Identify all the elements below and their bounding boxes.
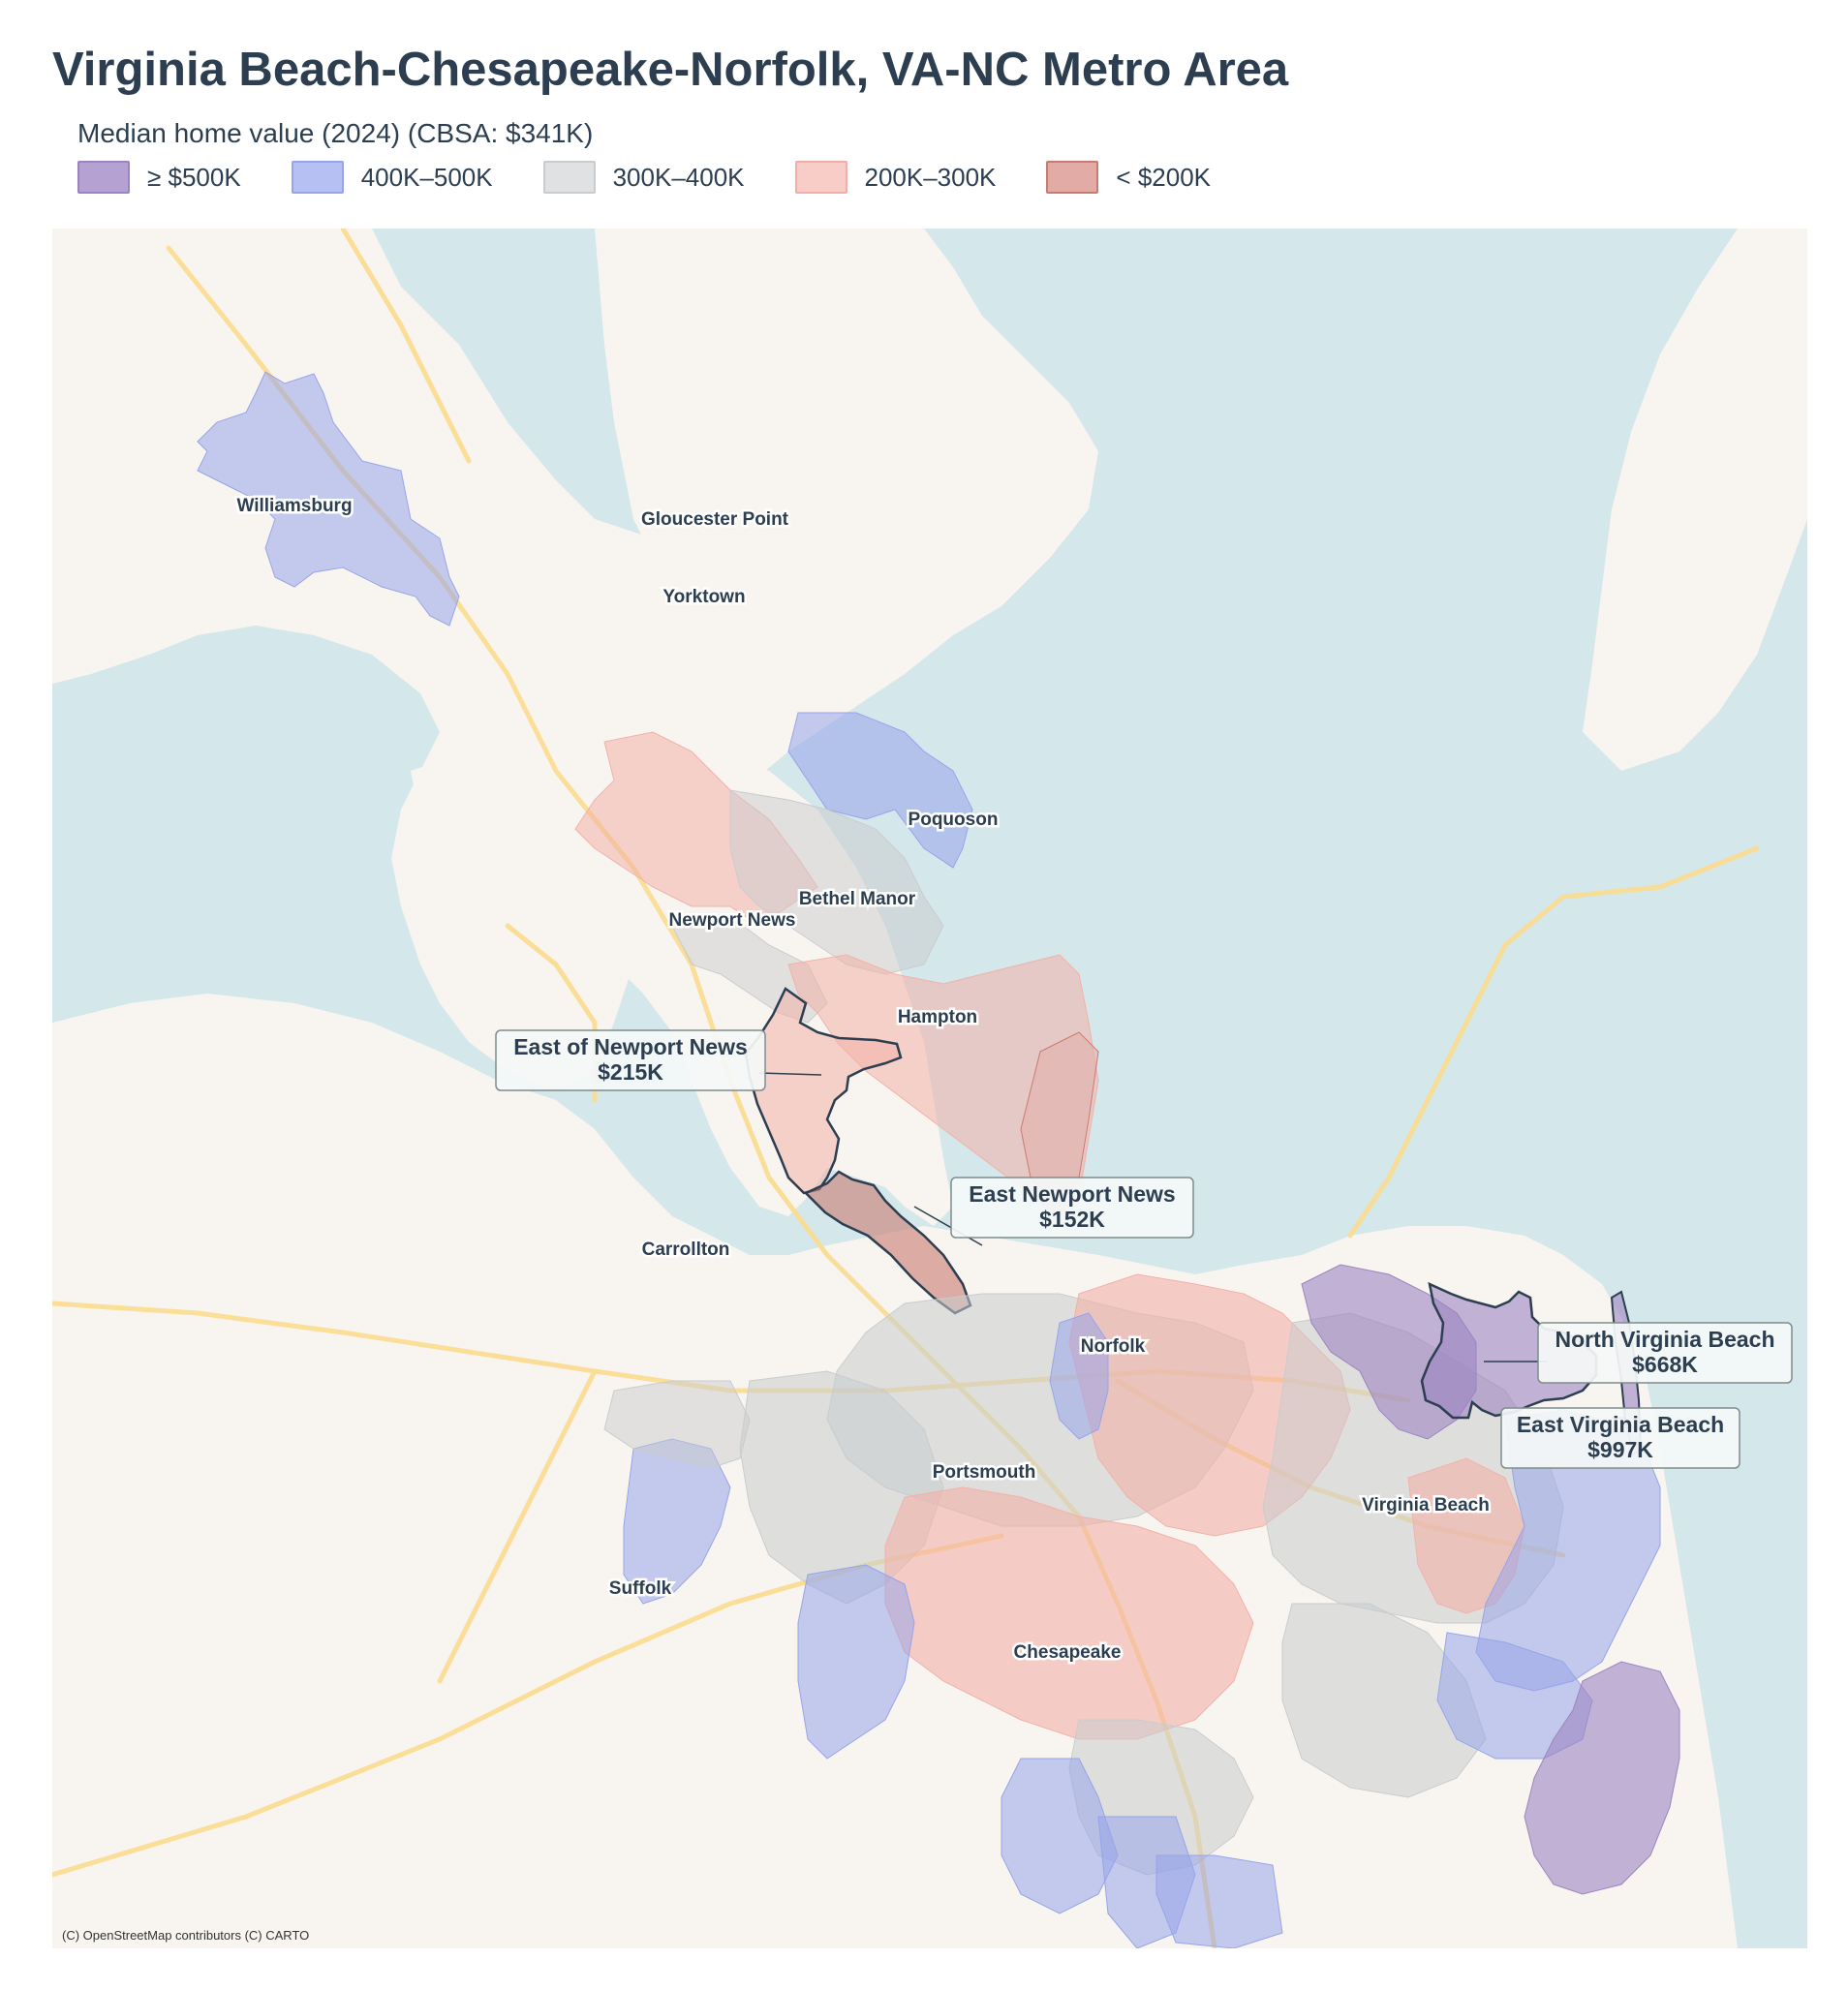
place-label-bethel-manor: Bethel Manor: [799, 889, 916, 909]
region-norfolk-blue[interactable]: [1049, 1312, 1109, 1440]
place-label-suffolk: Suffolk: [609, 1578, 672, 1599]
place-label-carrollton: Carrollton: [642, 1240, 730, 1260]
map-title: Virginia Beach-Chesapeake-Norfolk, VA-NC…: [52, 44, 1289, 96]
land-eastern-shore: [1583, 229, 1807, 771]
region-newport-news-north[interactable]: [729, 789, 944, 975]
map-attribution: (C) OpenStreetMap contributors (C) CARTO: [62, 1928, 310, 1943]
callout-name: East Newport News: [969, 1181, 1175, 1207]
map-canvas[interactable]: Williamsburg Gloucester Point Yorktown P…: [52, 229, 1807, 1948]
legend-item-200k-300k: 200K–300K: [794, 161, 997, 194]
place-label-virginia-beach: Virginia Beach: [1362, 1495, 1490, 1515]
legend-swatch: [542, 161, 596, 194]
region-western-chesapeake-blue[interactable]: [797, 1564, 915, 1760]
place-label-chesapeake: Chesapeake: [1014, 1642, 1122, 1663]
land-middle-peninsula: [595, 229, 924, 558]
region-south-virginia-beach-purple[interactable]: [1524, 1661, 1680, 1895]
legend-swatch: [77, 161, 130, 194]
place-label-portsmouth: Portsmouth: [933, 1462, 1036, 1483]
region-portsmouth-west-gray[interactable]: [603, 1380, 751, 1469]
callout-name: East Virginia Beach: [1517, 1412, 1724, 1437]
callout-box: [1537, 1322, 1793, 1384]
legend-swatch: [794, 161, 847, 194]
callout-box: [495, 1029, 766, 1091]
region-chesapeake-blue-south[interactable]: [1001, 1758, 1119, 1914]
callout-box: [950, 1177, 1194, 1239]
place-label-hampton: Hampton: [898, 1007, 977, 1027]
legend-label: < $200K: [1116, 162, 1211, 192]
legend-label: ≥ $500K: [147, 162, 241, 192]
region-poquoson[interactable]: [787, 712, 973, 869]
callout-name: East of Newport News: [513, 1034, 748, 1059]
basemap-svg: Williamsburg Gloucester Point Yorktown P…: [52, 229, 1807, 1948]
choropleth-layer: [197, 371, 1680, 1948]
place-label-norfolk: Norfolk: [1081, 1336, 1146, 1357]
region-east-newport-news[interactable]: [803, 1170, 972, 1315]
callout-east-virginia-beach[interactable]: East Virginia Beach $997K: [1500, 1407, 1740, 1469]
place-label-poquoson: Poquoson: [909, 810, 999, 830]
place-labels: Williamsburg Gloucester Point Yorktown P…: [234, 494, 1492, 1666]
legend-item-400k-500k: 400K–500K: [291, 161, 493, 194]
legend-label: 200K–300K: [864, 162, 997, 192]
place-label-williamsburg: Williamsburg: [236, 496, 352, 516]
callout-value: $668K: [1632, 1352, 1698, 1377]
callout-east-newport-news[interactable]: East Newport News $152K: [950, 1177, 1194, 1239]
callout-north-virginia-beach[interactable]: North Virginia Beach $668K: [1537, 1322, 1793, 1384]
region-williamsburg[interactable]: [197, 371, 460, 627]
callout-name: North Virginia Beach: [1555, 1327, 1774, 1352]
legend-item-500k-plus: ≥ $500K: [77, 161, 241, 194]
legend: ≥ $500K 400K–500K 300K–400K 200K–300K < …: [77, 161, 1261, 194]
legend-label: 400K–500K: [360, 162, 493, 192]
map-subtitle: Median home value (2024) (CBSA: $341K): [77, 118, 594, 148]
region-virginia-beach-south-gray[interactable]: [1281, 1603, 1487, 1798]
region-chesapeake-blue-mid[interactable]: [1097, 1816, 1196, 1948]
callout-value: $215K: [598, 1059, 663, 1085]
place-label-gloucester-point: Gloucester Point: [641, 509, 789, 530]
region-north-virginia-beach[interactable]: [1420, 1281, 1598, 1420]
callout-east-of-newport-news[interactable]: East of Newport News $215K: [495, 1029, 766, 1091]
callout-box: [1500, 1407, 1740, 1469]
legend-swatch: [1046, 161, 1099, 194]
callout-value: $152K: [1039, 1207, 1105, 1232]
legend-item-under-200k: < $200K: [1046, 161, 1211, 194]
callout-value: $997K: [1587, 1437, 1653, 1462]
place-label-yorktown: Yorktown: [662, 587, 745, 607]
legend-label: 300K–400K: [612, 162, 745, 192]
legend-item-300k-400k: 300K–400K: [542, 161, 745, 194]
place-label-newport-news: Newport News: [669, 910, 796, 931]
legend-swatch: [291, 161, 344, 194]
